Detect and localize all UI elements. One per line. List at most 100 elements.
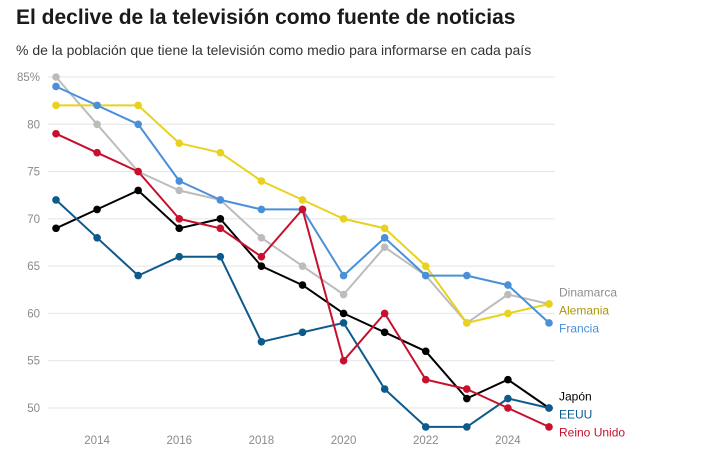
series-line-jap-n [55,189,550,409]
data-point [463,423,471,431]
data-point [52,224,60,233]
data-point [298,262,307,270]
data-point [545,423,553,431]
data-point [134,186,142,195]
data-point [52,82,60,91]
data-point [134,120,142,129]
data-point [93,148,101,157]
data-point [298,205,307,214]
y-tick-label: 70 [27,214,40,226]
series-label-dinamarca: Dinamarca [559,285,617,299]
x-tick-label: 2022 [413,435,439,447]
series-eeuu [52,196,553,431]
data-point [380,328,389,337]
data-point [421,375,430,384]
data-point [504,375,512,384]
data-point [380,309,389,318]
data-point [216,215,225,223]
data-point [421,271,430,280]
data-point [257,338,266,346]
y-tick-label: 50 [27,403,40,415]
data-point [52,196,60,204]
series-labels: Dinamarca Alemania Francia Japón EEUU Reino U… [559,285,625,439]
x-tick-label: 2014 [84,435,110,447]
data-point [298,328,307,337]
data-point [93,101,101,110]
data-point [463,319,471,327]
data-point [339,356,348,365]
chart-subtitle: % de la población que tiene la televisió… [16,42,532,58]
data-point [175,224,184,233]
data-point [93,233,101,242]
data-point [257,205,266,214]
data-point [545,319,553,327]
data-point [339,290,348,299]
data-point [52,129,60,138]
x-tick-label: 2018 [249,435,275,447]
data-point [380,233,389,242]
data-point [421,347,430,356]
data-point [298,196,307,204]
data-point [134,101,142,110]
series-label-jap-n: Japón [559,389,592,403]
data-point [216,224,225,233]
data-point [504,404,512,412]
data-point [216,252,225,261]
y-tick-label: 60 [27,308,40,320]
data-point [504,290,512,299]
data-point [52,101,60,110]
data-point [504,309,512,318]
y-axis-ticks: 50 55 60 65 70 75 80 85% [17,72,40,415]
data-point [545,404,553,412]
data-point [421,423,430,431]
series-label-francia: Francia [559,321,599,335]
data-point [216,148,225,157]
x-tick-label: 2016 [166,435,192,447]
y-tick-label: 55 [27,356,40,368]
data-point [463,271,471,280]
data-point [257,177,266,185]
data-point [545,300,553,308]
series-label-alemania: Alemania [559,303,609,317]
data-point [175,186,184,195]
y-tick-label: 65 [27,261,40,273]
data-point [257,233,266,242]
data-point [339,271,348,280]
data-point [298,281,307,289]
data-point [463,394,471,403]
data-point [380,224,389,233]
y-tick-label: 80 [27,119,40,131]
data-point [339,309,348,318]
series-lines [52,73,553,431]
series-francia [52,82,553,327]
data-point [175,215,184,223]
data-point [339,215,348,223]
series-label-eeuu: EEUU [559,407,592,421]
chart-title: El declive de la televisión como fuente … [16,6,516,29]
gridlines [48,76,555,409]
data-point [134,271,142,280]
data-point [216,196,225,204]
data-point [380,385,389,393]
series-reino-unido [52,129,553,431]
data-point [339,319,348,327]
data-point [463,385,471,393]
data-point [175,139,184,147]
x-axis-ticks: 2014 2016 2018 2020 2022 2024 [84,435,521,447]
data-point [504,394,512,403]
data-point [175,177,184,185]
x-tick-label: 2024 [495,435,521,447]
data-point [504,281,512,289]
data-point [257,262,266,270]
x-tick-label: 2020 [331,435,357,447]
data-point [257,252,266,261]
data-point [134,167,142,176]
y-tick-label: 75 [27,167,40,179]
data-point [380,243,389,252]
series-alemania [52,101,553,327]
data-point [421,262,430,270]
y-tick-label: 85% [17,72,40,84]
data-point [52,73,60,81]
series-label-reino-unido: Reino Unido [559,425,625,439]
